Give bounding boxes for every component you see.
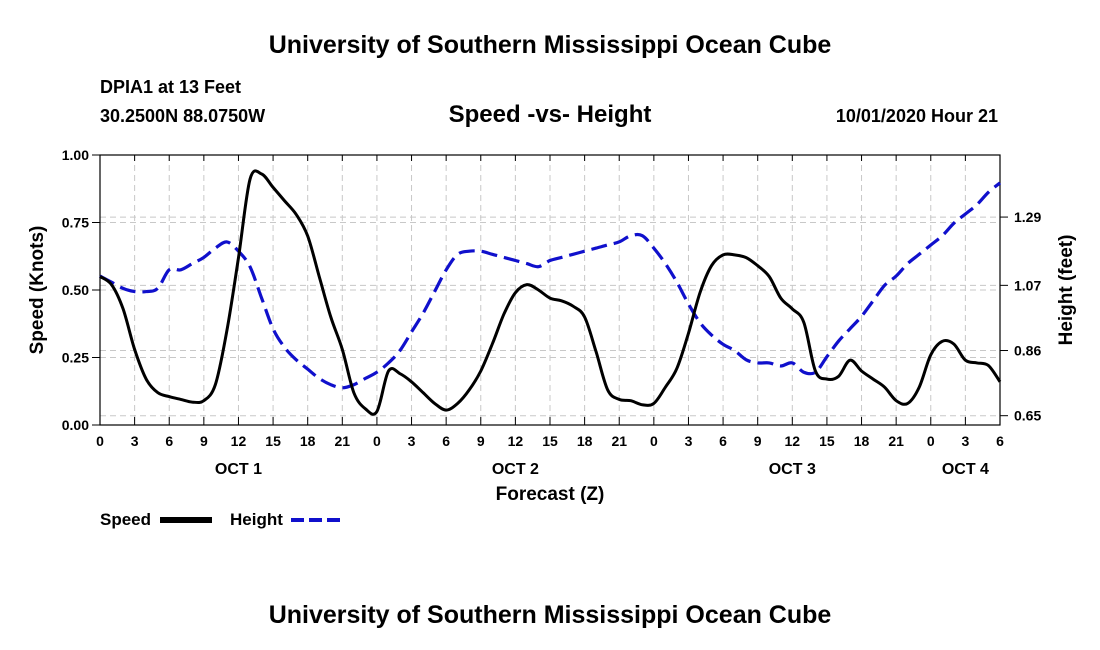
x-tick-label: 0 [650, 433, 658, 449]
x-tick-label: 15 [265, 433, 281, 449]
speed-height-chart: 0 3 6 9 12 15 18 21 0 3 6 9 12 15 18 21 0 3 6 9 12 15 18 21 0 3 6O… [27, 147, 1077, 529]
legend: Speed Height [100, 510, 343, 529]
day-label: OCT 2 [492, 461, 539, 478]
y-tick-label: 0.50 [62, 282, 89, 298]
x-tick-label: 6 [442, 433, 450, 449]
x-tick-label: 3 [131, 433, 139, 449]
series-lines [99, 169, 1002, 416]
height-series-line [99, 181, 1002, 390]
x-tick-label: 0 [373, 433, 381, 449]
x-tick-label: 6 [719, 433, 727, 449]
grid-lines [100, 155, 1000, 425]
x-tick-label: 9 [477, 433, 485, 449]
station-name: DPIA1 at 13 Feet [100, 77, 242, 97]
x-tick-label: 3 [685, 433, 693, 449]
x-tick-label: 21 [335, 433, 351, 449]
chart-title: University of Southern Mississippi Ocean… [268, 31, 832, 59]
chart-heading: Speed -vs- Height [448, 101, 652, 128]
speed-series-line [99, 169, 1002, 416]
forecast-time: 10/01/2020 Hour 21 [835, 106, 998, 126]
y-tick-label: 0.25 [62, 350, 89, 366]
day-label: OCT 4 [942, 461, 989, 478]
x-tick-label: 21 [888, 433, 904, 449]
x-tick-label: 18 [300, 433, 316, 449]
x-tick-label: 3 [408, 433, 416, 449]
y-tick-label: 1.00 [62, 147, 89, 163]
y-axis-label: Speed (Knots) [27, 226, 48, 355]
y2-tick-label: 1.07 [1014, 277, 1041, 293]
x-tick-label: 6 [996, 433, 1004, 449]
legend-label-speed: Speed [100, 510, 151, 529]
y2-axis-label: Height (feet) [1056, 235, 1077, 346]
y2-tick-label: 1.29 [1014, 209, 1041, 225]
y2-tick-label: 0.65 [1014, 408, 1041, 424]
x-tick-label: 6 [165, 433, 173, 449]
axis-ticks: 0 3 6 9 12 15 18 21 0 3 6 9 12 15 18 21 0 3 6 9 12 15 18 21 0 3 6O… [62, 147, 1042, 478]
x-tick-label: 0 [927, 433, 935, 449]
x-tick-label: 18 [854, 433, 870, 449]
y2-tick-label: 0.86 [1014, 343, 1041, 359]
x-axis-label: Forecast (Z) [496, 484, 605, 505]
x-tick-label: 0 [96, 433, 104, 449]
x-tick-label: 3 [961, 433, 969, 449]
x-tick-label: 9 [200, 433, 208, 449]
x-tick-label: 21 [611, 433, 627, 449]
x-tick-label: 15 [819, 433, 835, 449]
day-label: OCT 3 [769, 461, 816, 478]
x-tick-label: 15 [542, 433, 558, 449]
x-tick-label: 18 [577, 433, 593, 449]
footer-title: University of Southern Mississippi Ocean… [268, 601, 832, 629]
x-tick-label: 12 [508, 433, 524, 449]
y-tick-label: 0.75 [62, 215, 89, 231]
day-label: OCT 1 [215, 461, 262, 478]
legend-label-height: Height [230, 510, 283, 529]
x-tick-label: 9 [754, 433, 762, 449]
y-tick-label: 0.00 [62, 417, 89, 433]
x-tick-label: 12 [231, 433, 247, 449]
station-coords: 30.2500N 88.0750W [100, 106, 266, 126]
x-tick-label: 12 [785, 433, 801, 449]
